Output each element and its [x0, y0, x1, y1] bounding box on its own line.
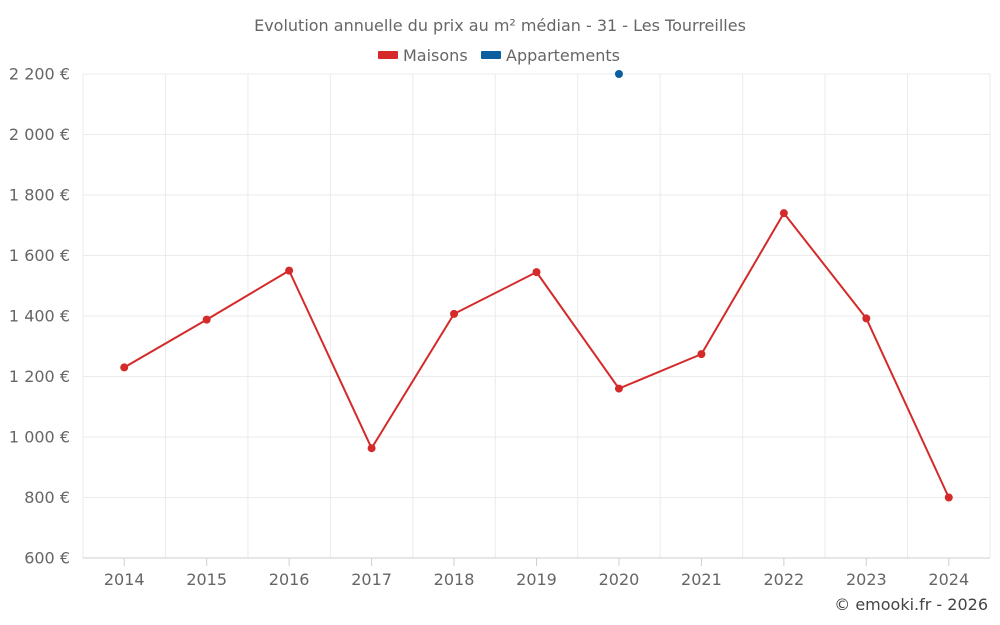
- x-tick-label: 2016: [269, 570, 310, 589]
- x-tick-label: 2017: [351, 570, 392, 589]
- data-point-maisons[interactable]: [450, 309, 459, 318]
- y-tick-label: 1 600 €: [9, 246, 70, 265]
- y-tick-label: 2 000 €: [9, 125, 70, 144]
- data-point-maisons[interactable]: [532, 268, 541, 277]
- y-tick-label: 1 400 €: [9, 307, 70, 326]
- data-point-maisons[interactable]: [944, 493, 953, 502]
- grid: [82, 73, 991, 558]
- series: [120, 70, 953, 502]
- data-point-maisons[interactable]: [614, 384, 623, 393]
- chart-title: Evolution annuelle du prix au m² médian …: [254, 16, 746, 35]
- y-tick-label: 1 800 €: [9, 186, 70, 205]
- x-tick-label: 2018: [434, 570, 475, 589]
- x-tick-label: 2015: [186, 570, 227, 589]
- data-point-maisons[interactable]: [779, 209, 788, 218]
- x-tick-label: 2019: [516, 570, 557, 589]
- legend-label-appartements: Appartements: [506, 46, 620, 65]
- data-point-maisons[interactable]: [285, 266, 294, 275]
- data-point-maisons[interactable]: [120, 363, 129, 372]
- x-tick-label: 2014: [104, 570, 145, 589]
- credit-text: © emooki.fr - 2026: [834, 595, 988, 614]
- y-tick-label: 2 200 €: [9, 65, 70, 84]
- y-tick-label: 1 200 €: [9, 367, 70, 386]
- data-point-maisons[interactable]: [367, 444, 376, 453]
- x-tick-label: 2023: [846, 570, 887, 589]
- y-tick-label: 800 €: [24, 488, 70, 507]
- x-tick-label: 2021: [681, 570, 722, 589]
- x-tick-label: 2022: [764, 570, 805, 589]
- y-tick-label: 1 000 €: [9, 428, 70, 447]
- y-tick-label: 600 €: [24, 549, 70, 568]
- data-point-appartements[interactable]: [614, 70, 623, 78]
- legend-swatch-maisons: [378, 51, 398, 59]
- legend-item-maisons[interactable]: Maisons: [378, 46, 468, 65]
- legend: Maisons Appartements: [378, 46, 620, 65]
- axes: 600 € 800 € 1 000 € 1 200 € 1 400 € 1 600 € 1 …: [9, 65, 990, 589]
- x-tick-label: 2024: [928, 570, 969, 589]
- data-point-maisons[interactable]: [202, 315, 211, 324]
- x-tick-label: 2020: [599, 570, 640, 589]
- legend-item-appartements[interactable]: Appartements: [481, 46, 620, 65]
- legend-swatch-appartements: [481, 51, 501, 59]
- data-point-maisons[interactable]: [697, 350, 706, 359]
- legend-label-maisons: Maisons: [403, 46, 468, 65]
- data-point-maisons[interactable]: [862, 314, 871, 323]
